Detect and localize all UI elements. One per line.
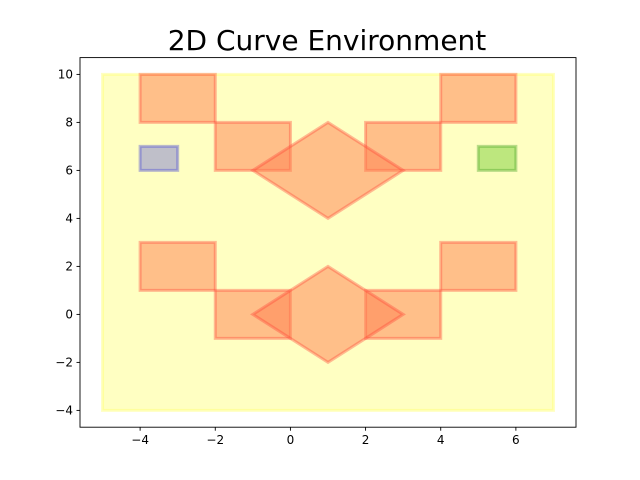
- x-tick-label: −4: [131, 433, 149, 447]
- y-tick-label: 0: [65, 308, 73, 322]
- y-tick-label: 2: [65, 260, 73, 274]
- y-axis-ticks: −4 −2 0 2 4 6 8 10: [55, 68, 80, 418]
- y-tick-label: 4: [65, 212, 73, 226]
- x-tick-label: 6: [512, 433, 520, 447]
- obstacle-5-polygon: [250, 120, 406, 221]
- y-tick-label: 10: [58, 68, 73, 82]
- y-tick-label: 8: [65, 116, 73, 130]
- y-tick-label: 6: [65, 164, 73, 178]
- chart-title: 2D Curve Environment: [168, 24, 487, 57]
- axes: −4 −2 0 2 4 6 −4 −2 0 2 4 6 8 10: [55, 57, 577, 447]
- obstacle-9-polygon: [439, 240, 518, 292]
- obstacle-1-polygon: [138, 72, 217, 124]
- x-tick-label: 0: [287, 433, 295, 447]
- x-tick-label: 4: [437, 433, 445, 447]
- y-tick-label: −4: [55, 404, 73, 418]
- start-region-polygon: [138, 144, 180, 172]
- obstacle-10-polygon: [250, 264, 406, 365]
- obstacle-7-polygon: [213, 288, 292, 340]
- obstacle-6-polygon: [138, 240, 217, 292]
- plot-frame: [79, 57, 577, 428]
- obstacle-4-polygon: [439, 72, 518, 124]
- goal-region-polygon: [476, 144, 518, 172]
- plot-regions: [101, 72, 555, 412]
- y-tick-label: −2: [55, 356, 73, 370]
- x-axis-ticks: −4 −2 0 2 4 6: [131, 427, 520, 447]
- x-tick-label: −2: [206, 433, 224, 447]
- x-tick-label: 2: [362, 433, 370, 447]
